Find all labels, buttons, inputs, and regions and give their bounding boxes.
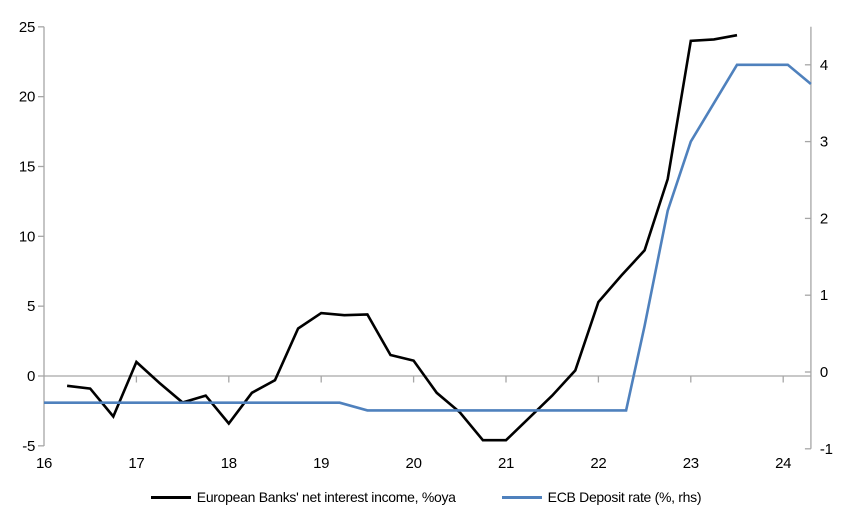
x-axis-tick-label: 16 bbox=[36, 455, 52, 472]
x-axis-tick-label: 19 bbox=[313, 455, 329, 472]
right-y-axis-tick-label: 0 bbox=[820, 364, 828, 381]
legend-item-ecb: ECB Deposit rate (%, rhs) bbox=[501, 489, 702, 505]
left-y-axis-tick-label: 10 bbox=[19, 228, 35, 245]
left-y-axis-tick-label: 0 bbox=[27, 368, 35, 385]
nii-line-sample-icon bbox=[150, 495, 191, 499]
x-axis-tick-label: 20 bbox=[406, 455, 422, 472]
ecb-line-sample-icon bbox=[501, 495, 542, 499]
right-y-axis-tick-label: 2 bbox=[820, 210, 828, 227]
ecb-line bbox=[44, 63, 812, 412]
x-axis-tick-label: 17 bbox=[128, 455, 144, 472]
x-axis-tick-label: 23 bbox=[683, 455, 699, 472]
x-axis-tick-label: 22 bbox=[590, 455, 606, 472]
x-axis-tick-label: 18 bbox=[221, 455, 237, 472]
right-y-axis-tick-label: -1 bbox=[820, 441, 833, 458]
right-y-axis-tick-label: 3 bbox=[820, 134, 828, 151]
ecb-legend-label: ECB Deposit rate (%, rhs) bbox=[547, 489, 702, 505]
legend: European Banks' net interest income, %oy… bbox=[0, 489, 852, 505]
right-y-axis-tick-label: 1 bbox=[820, 287, 828, 304]
x-axis-tick-label: 21 bbox=[498, 455, 514, 472]
left-y-axis-tick-label: 15 bbox=[19, 158, 35, 175]
x-axis-tick-label: 24 bbox=[775, 455, 791, 472]
left-y-axis-tick-label: 5 bbox=[27, 298, 35, 315]
right-y-axis-tick-label: 4 bbox=[820, 57, 828, 74]
legend-item-nii: European Banks' net interest income, %oy… bbox=[150, 489, 456, 505]
left-y-axis-tick-label: 20 bbox=[19, 89, 35, 106]
nii-line bbox=[66, 33, 738, 442]
left-y-axis-tick-label: -5 bbox=[22, 438, 35, 455]
nii-legend-label: European Banks' net interest income, %oy… bbox=[196, 489, 456, 505]
left-y-axis-tick-label: 25 bbox=[19, 19, 35, 36]
